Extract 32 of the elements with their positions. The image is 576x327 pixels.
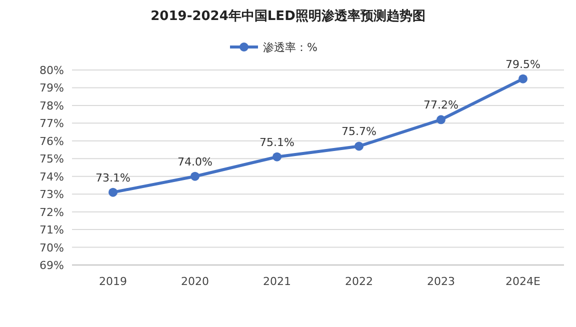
x-tick-label: 2022 [345, 275, 373, 288]
chart-title: 2019-2024年中国LED照明渗透率预测趋势图 [150, 8, 426, 24]
data-label: 79.5% [506, 58, 540, 71]
y-tick-label: 72% [40, 206, 64, 219]
point [518, 74, 528, 84]
point [272, 152, 282, 162]
x-tick-label: 2020 [181, 275, 209, 288]
y-tick-label: 75% [40, 152, 64, 166]
x-tick-label: 2024E [506, 275, 541, 288]
y-tick-label: 70% [40, 241, 64, 254]
y-tick-label: 77% [40, 117, 64, 130]
y-tick-label: 80% [40, 64, 64, 77]
x-tick-label: 2023 [427, 275, 455, 288]
y-tick-label: 73% [40, 188, 64, 202]
y-tick-label: 74% [40, 170, 64, 184]
legend-label: 渗透率：% [263, 41, 318, 54]
point [354, 142, 364, 151]
y-tick-label: 69% [40, 259, 64, 272]
x-tick-label: 2019 [99, 275, 127, 288]
x-tick-label: 2021 [263, 275, 291, 288]
point [436, 115, 446, 124]
data-label: 73.1% [96, 171, 130, 184]
point [190, 172, 200, 181]
point [108, 188, 118, 197]
y-tick-label: 79% [40, 82, 64, 95]
data-label: 77.2% [424, 98, 458, 112]
data-label: 74.0% [178, 155, 212, 168]
y-tick-label: 71% [40, 224, 64, 237]
data-label: 75.1% [260, 136, 294, 149]
data-label: 75.7% [342, 125, 376, 138]
y-tick-label: 76% [40, 134, 64, 148]
y-tick-label: 78% [40, 99, 64, 112]
